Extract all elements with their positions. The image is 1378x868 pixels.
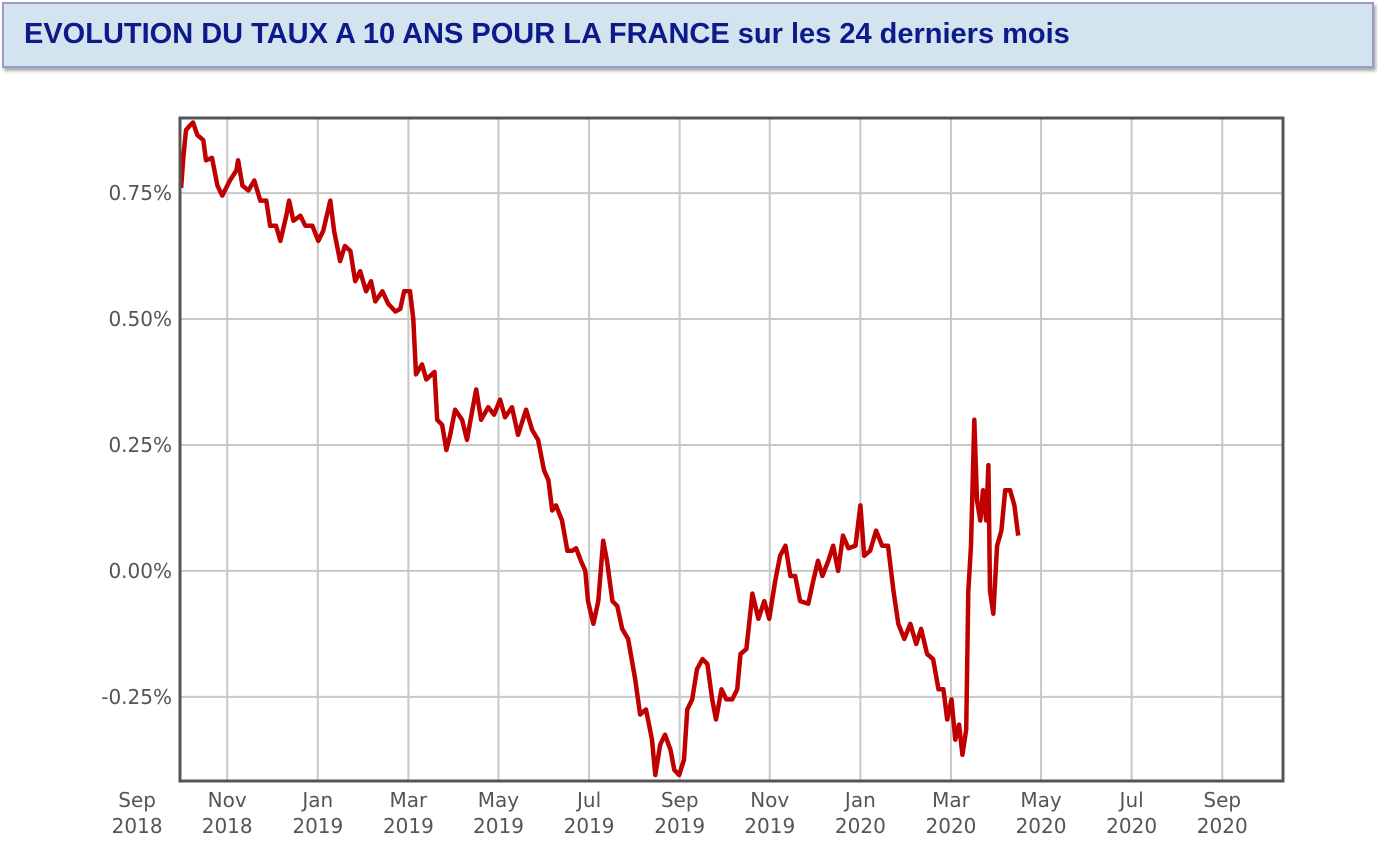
x-tick-label: Nov 2019 (744, 788, 795, 838)
header: EVOLUTION DU TAUX A 10 ANS POUR LA FRANC… (2, 2, 1374, 68)
x-tick-label: May 2020 (1016, 788, 1067, 838)
x-tick-label: Jan 2020 (835, 788, 886, 838)
y-tick-label: 0.25% (108, 433, 172, 457)
y-tick-label: 0.75% (108, 181, 172, 205)
plot-frame (178, 116, 1285, 783)
x-tick-label: Mar 2020 (926, 788, 977, 838)
x-tick-label: Jan 2019 (292, 788, 343, 838)
x-tick-label: Sep 2018 (112, 788, 163, 838)
x-tick-label: Sep 2020 (1197, 788, 1248, 838)
y-tick-label: 0.50% (108, 307, 172, 331)
x-tick-label: Mar 2019 (383, 788, 434, 838)
x-tick-label: Jul 2020 (1106, 788, 1157, 838)
x-tick-label: Nov 2018 (202, 788, 253, 838)
x-tick-label: Sep 2019 (654, 788, 705, 838)
y-tick-label: 0.00% (108, 559, 172, 583)
x-tick-label: May 2019 (473, 788, 524, 838)
rate-line (178, 120, 1021, 778)
y-tick-label: -0.25% (101, 685, 172, 709)
chart-title: EVOLUTION DU TAUX A 10 ANS POUR LA FRANC… (24, 18, 1070, 50)
x-tick-label: Jul 2019 (564, 788, 615, 838)
